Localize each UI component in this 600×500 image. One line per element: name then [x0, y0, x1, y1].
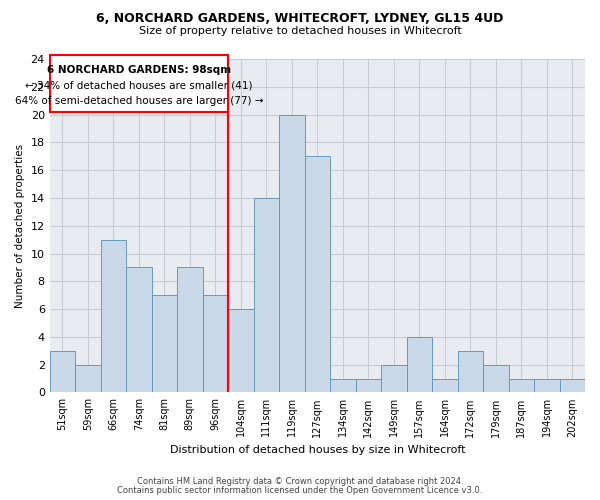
Text: Contains public sector information licensed under the Open Government Licence v3: Contains public sector information licen…	[118, 486, 482, 495]
Bar	[407, 337, 432, 392]
Bar	[177, 268, 203, 392]
Bar	[432, 378, 458, 392]
Text: 6 NORCHARD GARDENS: 98sqm: 6 NORCHARD GARDENS: 98sqm	[47, 65, 231, 75]
Text: 64% of semi-detached houses are larger (77) →: 64% of semi-detached houses are larger (…	[14, 96, 263, 106]
Text: Size of property relative to detached houses in Whitecroft: Size of property relative to detached ho…	[139, 26, 461, 36]
Bar	[483, 364, 509, 392]
Bar	[356, 378, 381, 392]
X-axis label: Distribution of detached houses by size in Whitecroft: Distribution of detached houses by size …	[170, 445, 465, 455]
Bar	[50, 351, 75, 393]
Bar	[75, 364, 101, 392]
Bar	[330, 378, 356, 392]
Text: 6, NORCHARD GARDENS, WHITECROFT, LYDNEY, GL15 4UD: 6, NORCHARD GARDENS, WHITECROFT, LYDNEY,…	[97, 12, 503, 26]
Y-axis label: Number of detached properties: Number of detached properties	[15, 144, 25, 308]
Text: ← 34% of detached houses are smaller (41): ← 34% of detached houses are smaller (41…	[25, 80, 253, 90]
Bar	[560, 378, 585, 392]
Bar	[381, 364, 407, 392]
Bar	[305, 156, 330, 392]
Bar	[279, 114, 305, 392]
Bar	[458, 351, 483, 393]
Bar	[534, 378, 560, 392]
Bar	[126, 268, 152, 392]
Bar	[509, 378, 534, 392]
Bar	[50, 55, 228, 112]
Bar	[228, 309, 254, 392]
Bar	[254, 198, 279, 392]
Text: Contains HM Land Registry data © Crown copyright and database right 2024.: Contains HM Land Registry data © Crown c…	[137, 477, 463, 486]
Bar	[203, 295, 228, 392]
Bar	[152, 295, 177, 392]
Bar	[101, 240, 126, 392]
